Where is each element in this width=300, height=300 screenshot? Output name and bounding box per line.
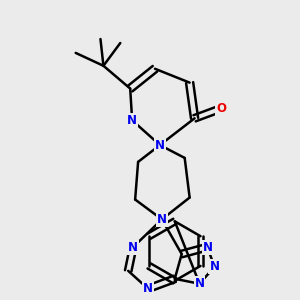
Text: N: N	[209, 260, 219, 273]
Text: N: N	[157, 213, 167, 226]
Text: N: N	[128, 241, 138, 254]
Text: O: O	[216, 102, 226, 115]
Text: N: N	[194, 277, 205, 290]
Text: N: N	[157, 213, 167, 226]
Text: N: N	[143, 282, 153, 295]
Text: N: N	[155, 139, 165, 152]
Text: N: N	[202, 241, 212, 254]
Text: N: N	[127, 114, 137, 127]
